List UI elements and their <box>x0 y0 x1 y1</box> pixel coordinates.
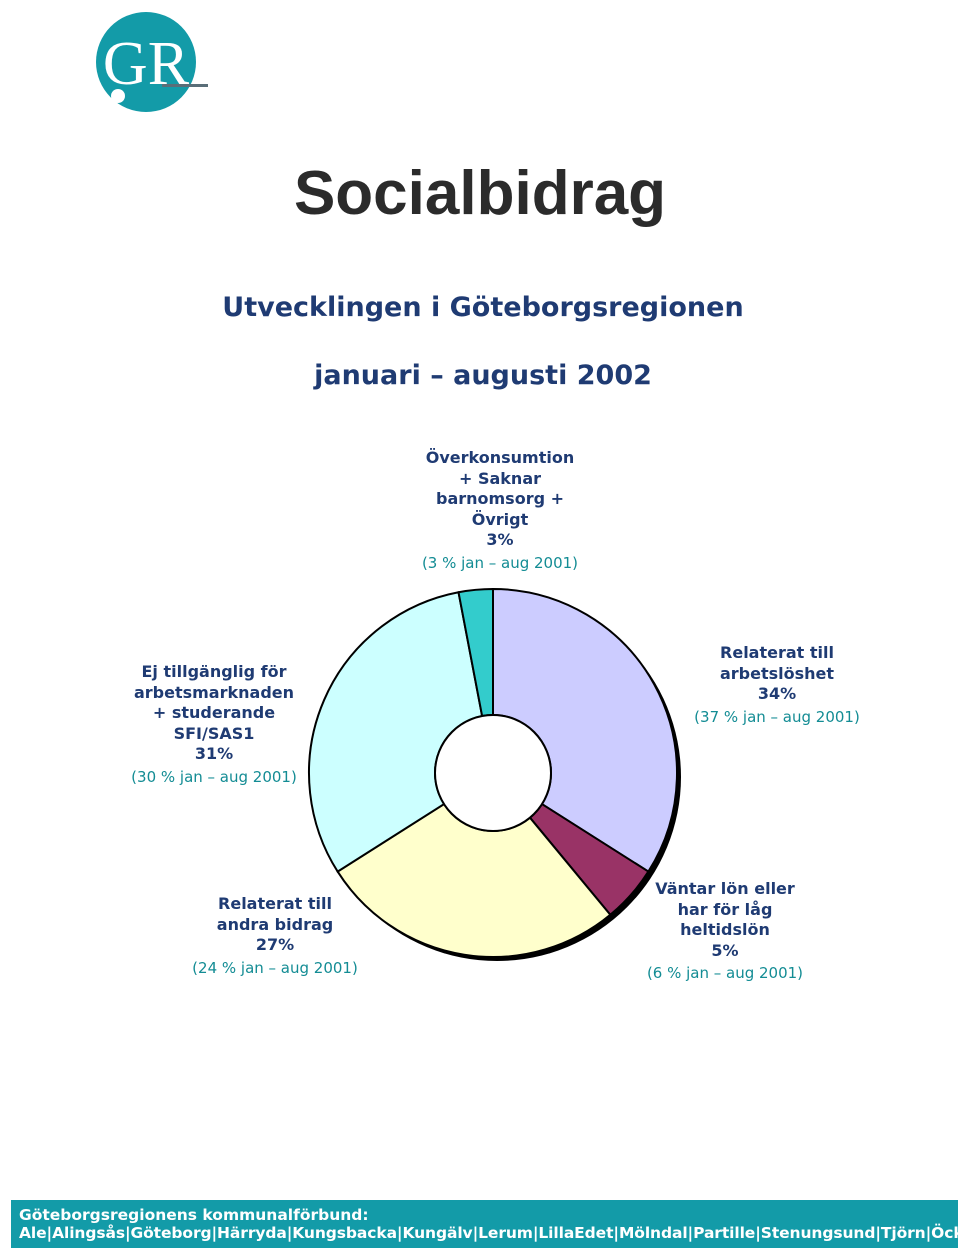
page-title: Socialbidrag <box>293 159 667 228</box>
label-ovrigt-line: Övrigt <box>471 509 529 529</box>
label-lon-pct: 5% <box>711 940 739 960</box>
label-ej-line: Ej tillgänglig för <box>141 662 287 681</box>
label-andra-line: andra bidrag <box>216 914 334 934</box>
period-subtitle: januari – augusti 2002 <box>314 360 652 391</box>
label-ovrigt-pct: 3% <box>486 530 514 549</box>
subtitle: Utvecklingen i Göteborgsregionen <box>222 292 744 323</box>
label-lon: Väntar lön eller har för låg heltidslön … <box>625 879 825 984</box>
label-ej-pct: 31% <box>194 744 234 763</box>
label-ovrigt: Överkonsumtion + Saknar barnomsorg + Övr… <box>400 448 600 573</box>
label-ej-prev: (30 % jan – aug 2001) <box>131 767 297 786</box>
label-ovrigt-line: Överkonsumtion <box>425 448 575 467</box>
label-ej-tillganglig: Ej tillgänglig för arbetsmarknaden + stu… <box>104 662 324 787</box>
label-lon-line: Väntar lön eller <box>655 879 795 898</box>
footer-municipalities: Ale|Alingsås|Göteborg|Härryda|Kungsbacka… <box>19 1224 960 1242</box>
label-ovrigt-prev: (3 % jan – aug 2001) <box>421 553 579 572</box>
label-andra-bidrag: Relaterat till andra bidrag 27% (24 % ja… <box>170 894 380 978</box>
label-arbetsloshet: Relaterat till arbetslöshet 34% (37 % ja… <box>672 643 882 727</box>
label-ej-line: arbetsmarknaden <box>133 682 295 702</box>
label-andra-prev: (24 % jan – aug 2001) <box>192 958 358 977</box>
label-lon-line: har för låg <box>677 899 773 919</box>
label-arbetsloshet-line: Relaterat till <box>720 643 834 662</box>
donut-hole <box>434 714 552 832</box>
label-lon-prev: (6 % jan – aug 2001) <box>646 964 804 982</box>
label-arbetsloshet-pct: 34% <box>757 684 797 703</box>
footer-bar: Göteborgsregionens kommunalförbund: Ale|… <box>11 1200 960 1248</box>
label-lon-line: heltidslön <box>680 920 770 939</box>
label-arbetsloshet-line: arbetslöshet <box>719 663 835 683</box>
label-ej-line: SFI/SAS1 <box>173 723 255 743</box>
label-ej-line: + studerande <box>152 703 276 722</box>
label-arbetsloshet-prev: (37 % jan – aug 2001) <box>694 707 860 726</box>
label-andra-line: Relaterat till <box>218 894 332 913</box>
footer-title: Göteborgsregionens kommunalförbund: <box>19 1206 369 1224</box>
label-ovrigt-line: barnomsorg + <box>435 489 565 508</box>
gr-logo: GR <box>96 12 208 112</box>
label-andra-pct: 27% <box>255 935 295 954</box>
label-ovrigt-line: + Saknar <box>458 468 541 488</box>
